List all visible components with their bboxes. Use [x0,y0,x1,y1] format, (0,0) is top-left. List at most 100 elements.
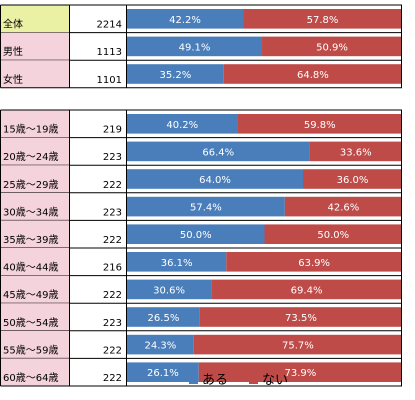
data-label: 30.6% [153,285,185,296]
category-cell [0,165,70,193]
category-cell [0,192,70,221]
table-row: 15歳～19歳 219 40.2% 59.8% [0,110,402,139]
category-label: 40歳～44歳 [3,262,58,274]
data-label: 64.0% [199,175,231,186]
bar-segment [284,196,402,217]
bar-segment [303,169,402,189]
sample-size: 223 [103,152,122,163]
bar-segment [127,114,238,134]
data-label: 57.4% [190,203,222,214]
category-cell [0,137,70,166]
legend-swatch [249,375,258,384]
legend-item: ある [189,373,228,388]
bar-segment [193,334,402,355]
bar-segment [127,252,227,272]
data-label: 66.4% [202,147,234,158]
category-cell [0,60,70,88]
data-label: 75.7% [282,341,314,352]
bar-segment [243,9,402,29]
legend-label: ない [262,373,288,388]
data-label: 26.1% [147,368,179,379]
data-label: 35.2% [160,70,192,81]
category-label: 15歳～19歳 [3,124,58,136]
sample-size: 222 [103,373,122,384]
bar-segment [127,141,310,162]
category-cell [0,358,70,386]
bar-segment [127,279,212,300]
data-label: 42.6% [328,203,360,214]
category-cell [0,248,70,276]
sample-size: 223 [103,207,122,218]
sample-size: 1113 [97,47,122,58]
bar-segment [127,362,199,382]
data-label: 49.1% [179,42,211,53]
category-cell [0,330,70,359]
table-group: 全体 2214 42.2% 57.8% 男性 1113 49.1% 50.9% 女性 1101 35… [0,4,402,89]
table-row: 50歳～54歳 223 26.5% 73.5% [0,303,402,332]
table-group: 15歳～19歳 219 40.2% 59.8% 20歳～24歳 223 66.4% 33.6%… [0,109,402,387]
table-row: 女性 1101 35.2% 64.8% [0,60,402,89]
sample-size: 222 [103,345,122,356]
sample-size: 216 [103,263,122,274]
category-label: 30歳～34歳 [3,206,58,218]
sample-size: 1101 [97,75,122,86]
data-label: 40.2% [166,120,198,131]
table-row: 40歳～44歳 216 36.1% 63.9% [0,248,402,277]
category-cell [0,32,70,61]
table-row: 35歳～39歳 222 50.0% 50.0% [0,220,402,249]
category-label: 35歳～39歳 [3,234,58,246]
bar-segment [127,9,244,29]
bar-segment [127,36,263,57]
data-label: 33.6% [340,147,372,158]
category-label: 60歳～64歳 [3,372,58,384]
data-label: 50.0% [180,230,212,241]
category-label: 25歳～29歳 [3,179,58,191]
bar-segment [127,307,200,327]
table-row: 25歳～29歳 222 64.0% 36.0% [0,165,402,194]
data-label: 73.5% [285,313,317,324]
data-label: 50.0% [317,230,349,241]
data-label: 63.9% [298,258,330,269]
sample-size: 222 [103,290,122,301]
data-label: 24.3% [145,341,177,352]
data-label: 26.5% [148,313,180,324]
data-label: 69.4% [291,285,323,296]
category-label: 45歳～49歳 [3,289,58,301]
category-label: 男性 [3,45,23,58]
data-label: 50.9% [316,42,348,53]
bar-segment [127,64,224,84]
sample-size: 2214 [97,20,122,31]
sample-size: 222 [103,235,122,246]
category-label: 50歳～54歳 [3,317,58,329]
table-row: 全体 2214 42.2% 57.8% [0,5,402,34]
data-label: 57.8% [307,15,339,26]
bar-segment [127,224,265,244]
bar-segment [223,64,402,84]
legend-swatch [189,375,198,384]
bar-segment [262,36,402,57]
category-label: 20歳～24歳 [3,151,58,163]
bar-segment [127,169,303,189]
data-label: 42.2% [169,15,201,26]
sample-size: 222 [103,180,122,191]
data-label: 64.8% [297,70,329,81]
category-cell [0,110,70,138]
legend-label: ある [202,373,228,388]
data-label: 36.1% [161,258,193,269]
table-row: 男性 1113 49.1% 50.9% [0,32,402,61]
category-label: 女性 [3,73,23,86]
bar-segment [226,252,402,272]
table-row: 20歳～24歳 223 66.4% 33.6% [0,137,402,166]
bar-segment [199,307,402,327]
data-label: 73.9% [284,368,316,379]
sample-size: 223 [103,318,122,329]
category-label: 55歳～59歳 [3,344,58,356]
bar-segment [237,114,402,134]
bar-segment [264,224,402,244]
bar-segment [127,334,194,355]
table-row: 55歳～59歳 222 24.3% 75.7% [0,330,402,359]
sample-size: 219 [103,125,122,136]
bar-segment [127,196,285,217]
category-label: 全体 [3,18,23,31]
